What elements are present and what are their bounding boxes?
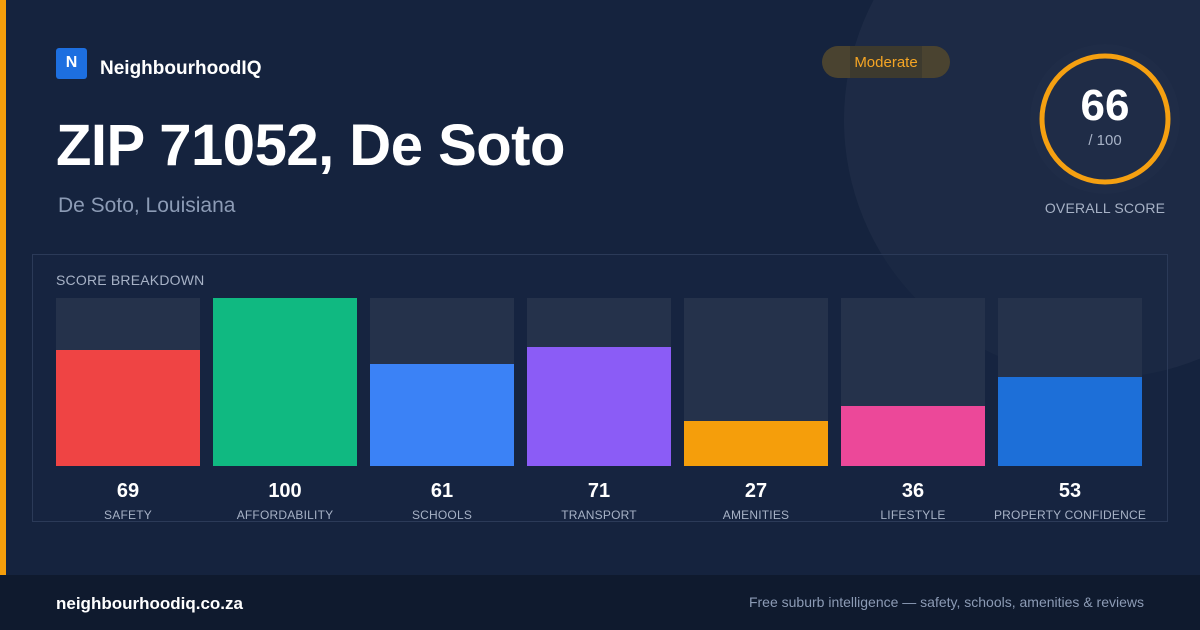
bar-track <box>841 298 985 466</box>
bar-fill <box>527 347 671 466</box>
score-breakdown-title: SCORE BREAKDOWN <box>56 272 205 288</box>
bar-label: AMENITIES <box>722 508 790 522</box>
bar-value: 100 <box>268 480 302 502</box>
score-bar-property-confidence: 53 PROPERTY CONFIDENCE <box>994 298 1146 522</box>
bar-fill <box>213 298 357 466</box>
gauge-ring <box>1030 44 1180 194</box>
footer: neighbourhoodiq.co.za Free suburb intell… <box>0 575 1200 630</box>
bar-fill <box>370 364 514 466</box>
bar-value: 61 <box>430 480 454 502</box>
bar-track <box>527 298 671 466</box>
brand-logo-icon: N <box>56 47 87 79</box>
bar-value: 53 <box>1058 480 1082 502</box>
accent-stripe <box>0 0 6 575</box>
overall-score-gauge: 66 / 100 <box>1028 42 1182 196</box>
page-title: ZIP 71052, De Soto <box>56 113 565 178</box>
rating-badge-label: Moderate <box>854 53 918 71</box>
bar-label: SAFETY <box>104 508 152 522</box>
score-bar-transport: 71 TRANSPORT <box>527 298 671 522</box>
footer-tagline: Free suburb intelligence — safety, schoo… <box>748 594 1144 610</box>
bar-value: 69 <box>116 480 140 502</box>
score-bar-lifestyle: 36 LIFESTYLE <box>841 298 985 522</box>
bar-label: SCHOOLS <box>411 508 473 522</box>
bar-label: PROPERTY CONFIDENCE <box>993 508 1147 522</box>
bar-value: 36 <box>901 480 925 502</box>
bar-label: TRANSPORT <box>561 508 637 522</box>
location-subtitle: De Soto, Louisiana <box>58 194 236 217</box>
bar-fill <box>684 421 828 466</box>
bar-value: 27 <box>744 480 768 502</box>
bar-fill <box>56 350 200 466</box>
bar-label: AFFORDABILITY <box>236 508 334 522</box>
bar-track <box>684 298 828 466</box>
overall-score-value: 66 <box>1080 81 1130 130</box>
bar-fill <box>998 377 1142 466</box>
gauge-ring-arc <box>1039 53 1171 185</box>
bar-track <box>213 298 357 466</box>
overall-score-max: / 100 <box>1088 132 1122 149</box>
rating-badge: Moderate <box>822 46 950 78</box>
score-bar-affordability: 100 AFFORDABILITY <box>213 298 357 522</box>
bar-fill <box>841 406 985 466</box>
overall-score-label: OVERALL SCORE <box>1044 200 1166 216</box>
bar-track <box>998 298 1142 466</box>
score-bar-schools: 61 SCHOOLS <box>370 298 514 522</box>
bar-label: LIFESTYLE <box>880 508 946 522</box>
score-breakdown-bars: 69 SAFETY 100 AFFORDABILITY 61 SCHOOLS 71 TRANS… <box>56 298 1146 522</box>
bar-track <box>370 298 514 466</box>
brand[interactable]: N NeighbourhoodIQ <box>56 46 261 80</box>
score-bar-safety: 69 SAFETY <box>56 298 200 522</box>
bar-track <box>56 298 200 466</box>
bar-value: 71 <box>587 480 611 502</box>
brand-name: NeighbourhoodIQ <box>100 58 262 79</box>
score-bar-amenities: 27 AMENITIES <box>684 298 828 522</box>
footer-url-link[interactable]: neighbourhoodiq.co.za <box>56 594 243 613</box>
